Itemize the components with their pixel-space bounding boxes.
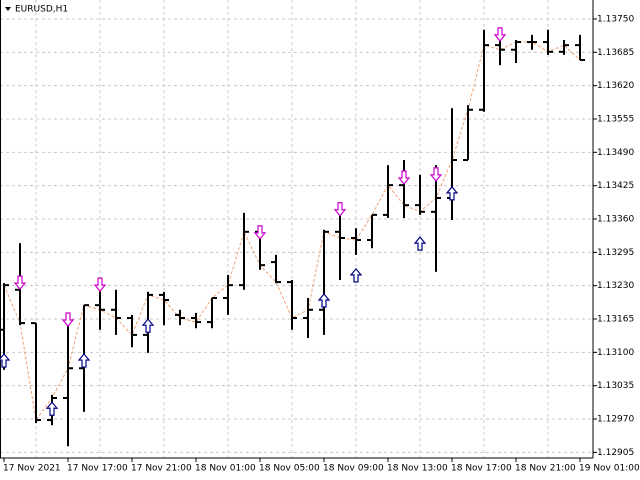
sell-arrow bbox=[429, 167, 443, 182]
x-tick-label: 17 Nov 2021 bbox=[3, 464, 61, 474]
chart-title: EURUSD,H1 bbox=[15, 5, 68, 15]
x-tick-label: 18 Nov 09:00 bbox=[323, 464, 384, 474]
x-tick-label: 18 Nov 17:00 bbox=[451, 464, 512, 474]
y-tick-label: 1.13230 bbox=[597, 281, 634, 291]
buy-arrow bbox=[45, 401, 59, 416]
sell-arrow bbox=[397, 170, 411, 185]
sell-arrow bbox=[253, 225, 267, 240]
y-tick-label: 1.13035 bbox=[597, 381, 634, 391]
sell-arrow bbox=[13, 275, 27, 291]
y-tick-label: 1.13555 bbox=[597, 114, 634, 124]
buy-arrow bbox=[413, 236, 427, 251]
sell-arrow bbox=[93, 277, 107, 293]
x-tick-label: 19 Nov 01:00 bbox=[579, 464, 640, 474]
y-tick-label: 1.13750 bbox=[597, 14, 634, 24]
y-tick-label: 1.12905 bbox=[597, 448, 634, 458]
x-tick-label: 18 Nov 13:00 bbox=[387, 464, 448, 474]
x-tick-label: 17 Nov 21:00 bbox=[131, 464, 192, 474]
x-tick-label: 18 Nov 05:00 bbox=[259, 464, 320, 474]
x-tick-label: 18 Nov 01:00 bbox=[195, 464, 256, 474]
x-tick-label: 17 Nov 17:00 bbox=[67, 464, 128, 474]
y-tick-label: 1.13360 bbox=[597, 214, 634, 224]
x-tick-label: 18 Nov 21:00 bbox=[515, 464, 576, 474]
y-tick-label: 1.13685 bbox=[597, 48, 634, 58]
y-tick-label: 1.13490 bbox=[597, 148, 634, 158]
buy-arrow bbox=[141, 318, 155, 333]
sell-arrow bbox=[333, 202, 347, 217]
buy-arrow bbox=[77, 353, 91, 368]
y-tick-label: 1.13425 bbox=[597, 181, 634, 191]
menu-icon[interactable] bbox=[5, 7, 11, 11]
buy-arrow bbox=[445, 185, 459, 201]
y-tick-label: 1.13295 bbox=[597, 248, 634, 258]
sell-arrow bbox=[61, 312, 75, 327]
y-tick-label: 1.13620 bbox=[597, 81, 634, 91]
sell-arrow bbox=[493, 27, 507, 42]
y-tick-label: 1.13100 bbox=[597, 348, 634, 358]
buy-arrow bbox=[317, 293, 331, 308]
buy-arrow bbox=[0, 353, 11, 368]
y-tick-label: 1.13165 bbox=[597, 315, 634, 325]
y-tick-label: 1.12970 bbox=[597, 415, 634, 425]
buy-arrow bbox=[349, 267, 363, 283]
